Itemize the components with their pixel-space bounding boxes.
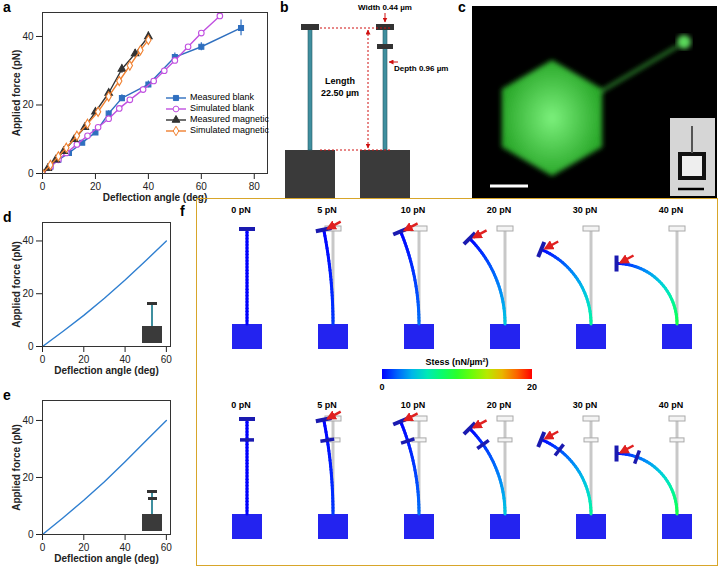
svg-text:Deflection angle (deg): Deflection angle (deg) bbox=[54, 553, 158, 564]
svg-text:20: 20 bbox=[22, 99, 34, 110]
svg-text:60: 60 bbox=[161, 354, 173, 365]
svg-text:20 pN: 20 pN bbox=[487, 400, 512, 410]
svg-text:30 pN: 30 pN bbox=[573, 400, 598, 410]
svg-text:Length: Length bbox=[325, 76, 355, 86]
html-text:d: d bbox=[3, 209, 12, 225]
svg-text:20: 20 bbox=[527, 382, 537, 392]
svg-text:20: 20 bbox=[78, 354, 90, 365]
svg-text:5 pN: 5 pN bbox=[317, 205, 337, 215]
svg-text:0: 0 bbox=[40, 354, 46, 365]
html-text:e: e bbox=[3, 387, 11, 403]
svg-text:40: 40 bbox=[22, 235, 34, 246]
svg-text:20: 20 bbox=[78, 542, 90, 553]
html-text:c: c bbox=[458, 0, 466, 15]
html-text:f: f bbox=[180, 203, 185, 219]
svg-text:40: 40 bbox=[22, 415, 34, 426]
svg-text:Stess (nN/µm²): Stess (nN/µm²) bbox=[425, 357, 488, 367]
html-text:Simulated blank: Simulated blank bbox=[190, 103, 254, 113]
svg-text:60: 60 bbox=[196, 181, 208, 192]
svg-text:5 pN: 5 pN bbox=[317, 400, 337, 410]
svg-text:20 pN: 20 pN bbox=[487, 205, 512, 215]
svg-text:Applied force (pN): Applied force (pN) bbox=[11, 424, 22, 511]
html-text:Measured blank: Measured blank bbox=[190, 92, 254, 102]
svg-text:0: 0 bbox=[379, 382, 384, 392]
svg-text:20: 20 bbox=[22, 472, 34, 483]
svg-text:10 pN: 10 pN bbox=[401, 400, 426, 410]
svg-text:30 pN: 30 pN bbox=[573, 205, 598, 215]
svg-text:Depth 0.96 µm: Depth 0.96 µm bbox=[394, 64, 448, 73]
svg-text:40: 40 bbox=[22, 31, 34, 42]
svg-text:40: 40 bbox=[120, 354, 132, 365]
svg-text:0: 0 bbox=[28, 168, 34, 179]
svg-text:0 pN: 0 pN bbox=[231, 400, 251, 410]
svg-text:Deflection angle (deg): Deflection angle (deg) bbox=[103, 192, 207, 203]
svg-text:Applied force (pN): Applied force (pN) bbox=[11, 50, 22, 137]
svg-text:22.50 µm: 22.50 µm bbox=[321, 88, 359, 98]
svg-text:0: 0 bbox=[28, 529, 34, 540]
svg-text:Deflection angle (deg): Deflection angle (deg) bbox=[54, 365, 158, 376]
svg-text:80: 80 bbox=[249, 181, 261, 192]
svg-text:0 pN: 0 pN bbox=[231, 205, 251, 215]
html-text:Simulated magnetic: Simulated magnetic bbox=[190, 125, 269, 135]
svg-text:10 pN: 10 pN bbox=[401, 205, 426, 215]
svg-text:0: 0 bbox=[40, 542, 46, 553]
svg-text:40 pN: 40 pN bbox=[659, 205, 684, 215]
html-text:b: b bbox=[280, 0, 289, 15]
html-text:Measured magnetic: Measured magnetic bbox=[190, 114, 269, 124]
svg-text:Applied force (pN): Applied force (pN) bbox=[11, 241, 22, 328]
svg-text:Width 0.44 µm: Width 0.44 µm bbox=[358, 3, 412, 12]
html-text:a: a bbox=[3, 0, 11, 15]
svg-text:0: 0 bbox=[40, 181, 46, 192]
svg-text:20: 20 bbox=[22, 288, 34, 299]
svg-text:0: 0 bbox=[28, 341, 34, 352]
svg-text:40: 40 bbox=[120, 542, 132, 553]
svg-text:60: 60 bbox=[161, 542, 173, 553]
svg-text:20: 20 bbox=[90, 181, 102, 192]
svg-text:40 pN: 40 pN bbox=[659, 400, 684, 410]
svg-text:40: 40 bbox=[143, 181, 155, 192]
